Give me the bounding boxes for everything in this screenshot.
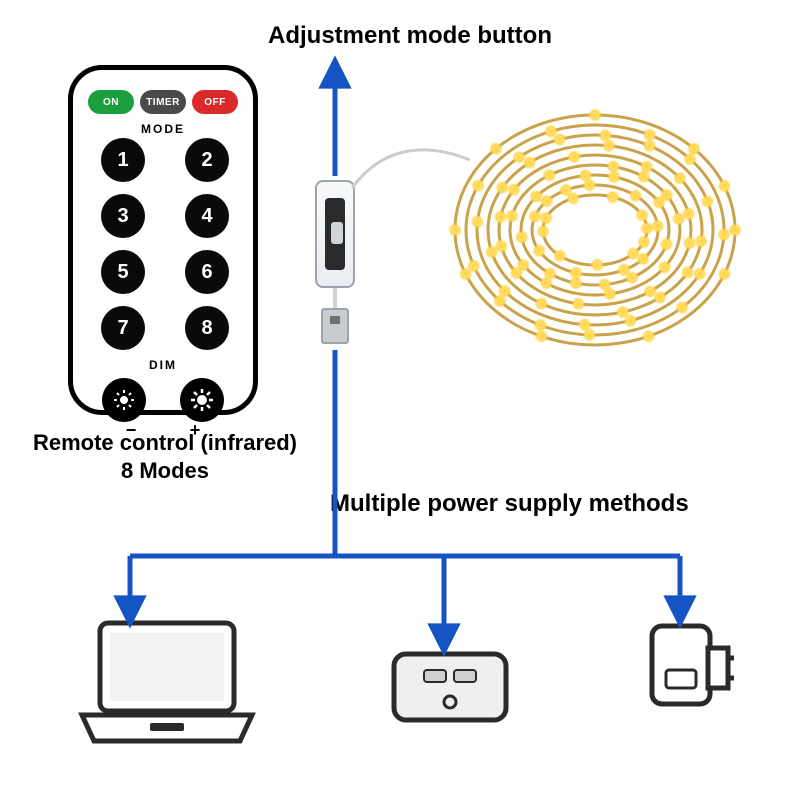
remote-timer-button[interactable]: TIMER (140, 90, 186, 114)
remote-mode-5[interactable]: 5 (101, 250, 145, 294)
remote-dim-label: DIM (85, 358, 241, 372)
remote-mode-6[interactable]: 6 (185, 250, 229, 294)
brightness-high-icon (190, 388, 214, 412)
remote-top-row: ON TIMER OFF (85, 90, 241, 114)
remote-mode-4[interactable]: 4 (185, 194, 229, 238)
remote-mode-2[interactable]: 2 (185, 138, 229, 182)
power-bank-icon (390, 648, 510, 728)
remote-off-button[interactable]: OFF (192, 90, 238, 114)
remote-mode-8[interactable]: 8 (185, 306, 229, 350)
remote-mode-label: MODE (85, 122, 241, 136)
title-adjustment: Adjustment mode button (230, 22, 590, 50)
remote-dim-row (85, 378, 241, 422)
remote-mode-7[interactable]: 7 (101, 306, 145, 350)
usb-plug (321, 308, 349, 344)
remote-dim-minus-sign: − (109, 420, 153, 441)
remote-control: ON TIMER OFF MODE 1 2 3 4 5 6 7 8 DIM (68, 65, 258, 415)
caption-remote-line2: 8 Modes (30, 458, 300, 484)
usb-wire (333, 288, 337, 310)
remote-dim-plus-sign: + (173, 420, 217, 441)
remote-dim-signs: − + (85, 420, 241, 441)
remote-mode-grid: 1 2 3 4 5 6 7 8 (85, 138, 241, 350)
laptop-icon (72, 615, 262, 750)
remote-mode-3[interactable]: 3 (101, 194, 145, 238)
title-power: Multiple power supply methods (330, 490, 770, 518)
remote-mode-1[interactable]: 1 (101, 138, 145, 182)
led-string-coil (440, 90, 750, 360)
remote-dim-down[interactable] (102, 378, 146, 422)
remote-dim-up[interactable] (180, 378, 224, 422)
usb-controller (315, 180, 355, 288)
wall-charger-icon (640, 618, 735, 753)
remote-on-button[interactable]: ON (88, 90, 134, 114)
brightness-low-icon (112, 388, 136, 412)
